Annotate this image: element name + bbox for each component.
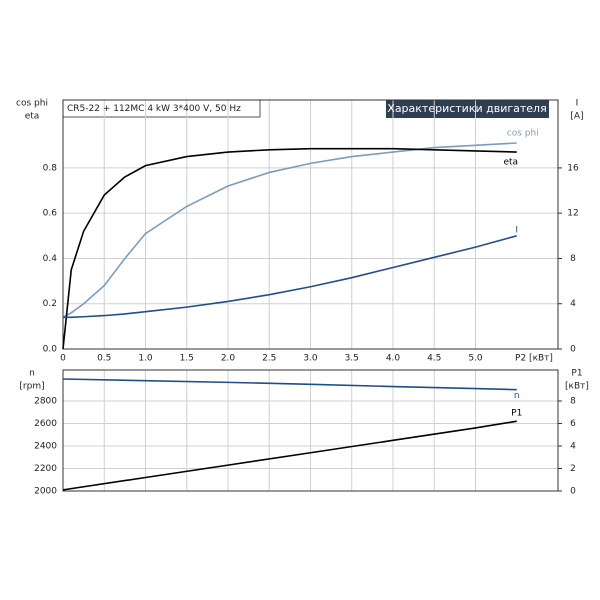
y-axis-label: [rpm] bbox=[19, 382, 44, 392]
y-tick-label: 0.0 bbox=[43, 345, 58, 355]
y-tick-label: 0.6 bbox=[43, 209, 58, 219]
plot-frame bbox=[62, 99, 559, 350]
y-axis-label: cos phi bbox=[16, 99, 48, 109]
plot-frame bbox=[62, 369, 559, 492]
y2-tick-label: 8 bbox=[570, 254, 576, 264]
series-line bbox=[62, 147, 517, 350]
series-label: eta bbox=[503, 158, 518, 168]
y2-tick-label: 8 bbox=[570, 396, 576, 406]
title-box bbox=[386, 100, 549, 118]
y-tick-label: 2800 bbox=[34, 396, 57, 406]
x-tick-label: 1.0 bbox=[138, 354, 153, 364]
x-tick-label: 0.5 bbox=[97, 354, 111, 364]
series-line bbox=[62, 420, 517, 491]
y-tick-label: 2000 bbox=[34, 487, 57, 497]
chart-title: Характеристики двигателя bbox=[387, 102, 546, 115]
series-line bbox=[62, 378, 517, 391]
y2-axis-label: [кВт] bbox=[565, 382, 589, 392]
x-tick-label: 2.5 bbox=[262, 354, 276, 364]
y2-tick-label: 4 bbox=[570, 299, 576, 309]
x-tick-label: 4.0 bbox=[386, 354, 401, 364]
y-tick-label: 0.8 bbox=[43, 163, 58, 173]
x-tick-label: 3.5 bbox=[345, 354, 359, 364]
y2-tick-label: 4 bbox=[570, 441, 576, 451]
x-tick-label: 3.0 bbox=[303, 354, 318, 364]
series-label: n bbox=[514, 391, 520, 401]
x-tick-label: 2.0 bbox=[221, 354, 236, 364]
y2-tick-label: 2 bbox=[570, 464, 576, 474]
y2-tick-label: 0 bbox=[570, 345, 576, 355]
x-tick-label: 0 bbox=[60, 354, 66, 364]
y-tick-label: 2600 bbox=[34, 419, 57, 429]
y2-tick-label: 0 bbox=[570, 487, 576, 497]
series-label: cos phi bbox=[507, 129, 539, 139]
series-label: P1 bbox=[511, 409, 522, 419]
y-tick-label: 2400 bbox=[34, 441, 57, 451]
x-tick-label: 5.0 bbox=[468, 354, 483, 364]
y2-tick-label: 16 bbox=[567, 163, 579, 173]
x-tick-label: 1.5 bbox=[180, 354, 194, 364]
y2-axis-label: P1 bbox=[571, 369, 582, 379]
subtitle: CR5-22 + 112MC 4 kW 3*400 V, 50 Hz bbox=[67, 104, 241, 114]
x-axis-label: P2 [кВт] bbox=[515, 354, 553, 364]
y-axis-label: eta bbox=[25, 112, 40, 122]
x-tick-label: 4.5 bbox=[427, 354, 441, 364]
y2-axis-label: I bbox=[576, 99, 579, 109]
y-tick-label: 2200 bbox=[34, 464, 57, 474]
y-tick-label: 0.2 bbox=[43, 299, 57, 309]
series-label: I bbox=[515, 225, 518, 235]
y2-tick-label: 6 bbox=[570, 419, 576, 429]
series-line bbox=[63, 235, 517, 319]
y-axis-label: n bbox=[29, 369, 35, 379]
y-tick-label: 0.4 bbox=[43, 254, 58, 264]
y2-tick-label: 12 bbox=[567, 209, 578, 219]
y2-axis-label: [A] bbox=[570, 112, 583, 122]
